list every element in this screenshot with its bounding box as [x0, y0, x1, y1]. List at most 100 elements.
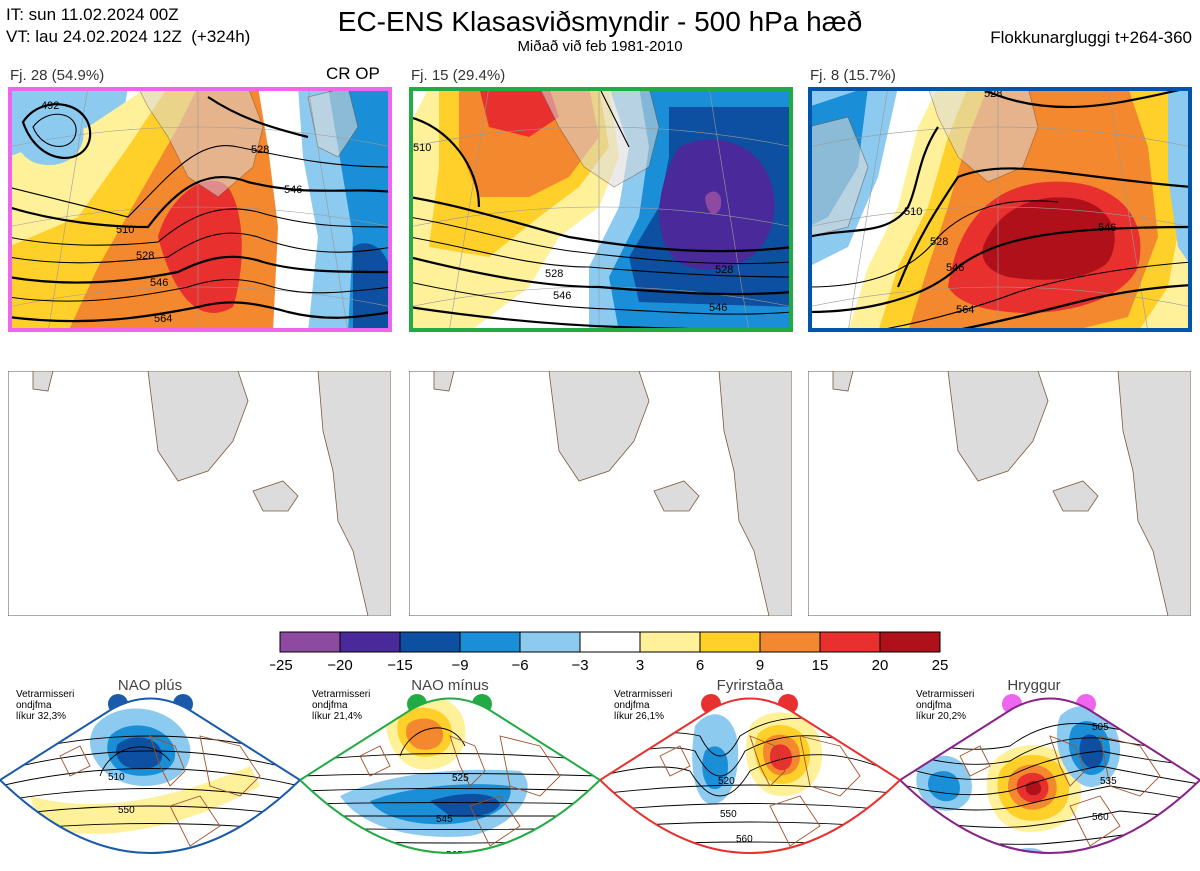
- color-scale-tick: 20: [872, 657, 889, 674]
- regime-4: Hryggur Vetrarmisseri ondjfma líkur 20,2…: [900, 677, 1200, 854]
- color-scale-tick: −3: [571, 657, 588, 674]
- contour-label: 510: [108, 772, 125, 783]
- svg-text:líkur 32,3%: líkur 32,3%: [16, 711, 66, 722]
- cluster-window: Flokkunargluggi t+264-360: [990, 28, 1192, 47]
- contour-label: 560: [736, 834, 753, 845]
- regime-4-note: Vetrarmisseri ondjfma líkur 20,2%: [916, 689, 974, 722]
- lead-time: (+324h): [191, 27, 251, 46]
- cluster-3-map: 528 510 528 546 546 564: [808, 87, 1192, 332]
- regime-1-note: Vetrarmisseri ondjfma líkur 32,3%: [16, 689, 74, 722]
- contour-label: 546: [946, 262, 964, 274]
- cluster-2-label: Fj. 15 (29.4%): [411, 67, 506, 84]
- contour-label: 528: [545, 268, 563, 280]
- color-scale-swatch: [879, 631, 941, 653]
- svg-text:líkur 21,4%: líkur 21,4%: [312, 711, 362, 722]
- page-subtitle: Miðað við feb 1981-2010: [517, 38, 683, 55]
- contour-label: 528: [136, 250, 154, 262]
- regime-2-frame: [300, 697, 600, 854]
- color-scale-tick: −15: [387, 657, 412, 674]
- svg-text:ondjfma: ondjfma: [614, 700, 650, 711]
- color-scale-tick: −9: [451, 657, 468, 674]
- contour-label: 564: [956, 304, 974, 316]
- contour-label: 492: [41, 100, 59, 112]
- cluster-1-border: [8, 87, 392, 332]
- contour-label: 525: [452, 773, 469, 784]
- contour-label: 528: [251, 144, 269, 156]
- contour-label: 510: [904, 206, 922, 218]
- color-scale-tick: 25: [932, 657, 949, 674]
- contour-label: 510: [116, 224, 134, 236]
- regime-1-name: NAO plús: [118, 677, 182, 694]
- svg-text:ondjfma: ondjfma: [916, 700, 952, 711]
- cluster-1-map: 492 528 546 510 528 546 564: [8, 87, 392, 332]
- color-scale-swatch: [699, 631, 761, 653]
- color-scale-swatches: [279, 631, 941, 653]
- contour-label: 564: [154, 313, 172, 325]
- contour-label: 565: [446, 850, 463, 861]
- cluster-2-border: [409, 87, 793, 332]
- empty-map-1: [8, 371, 391, 616]
- page-title: EC-ENS Klasasviðsmyndir - 500 hPa hæð: [337, 6, 863, 37]
- cluster-1-tag: CR OP: [326, 64, 380, 83]
- cluster-3-border: [808, 87, 1192, 332]
- contour-label: 505: [1092, 722, 1109, 733]
- contour-label: 546: [553, 290, 571, 302]
- issue-time: IT: sun 11.02.2024 00Z: [6, 5, 179, 24]
- contour-label: 528: [715, 264, 733, 276]
- svg-text:Vetrarmisseri: Vetrarmisseri: [16, 689, 74, 700]
- regime-1-frame: [0, 697, 300, 854]
- empty-map-2: [409, 371, 792, 616]
- contour-label: 550: [720, 809, 737, 820]
- svg-text:Vetrarmisseri: Vetrarmisseri: [614, 689, 672, 700]
- valid-time: VT: lau 24.02.2024 12Z (+324h): [6, 27, 251, 46]
- contour-label: 545: [436, 814, 453, 825]
- color-scale-tick: 9: [756, 657, 764, 674]
- header-times: IT: sun 11.02.2024 00Z VT: lau 24.02.202…: [6, 4, 250, 48]
- svg-text:ondjfma: ondjfma: [312, 700, 348, 711]
- regime-2: NAO mínus Vetrarmisseri ondjfma líkur 21…: [300, 677, 600, 861]
- regime-2-name: NAO mínus: [411, 677, 489, 694]
- color-scale-swatch: [759, 631, 821, 653]
- regime-3-name: Fyrirstaða: [717, 677, 784, 694]
- svg-text:Vetrarmisseri: Vetrarmisseri: [312, 689, 370, 700]
- regime-3: Fyrirstaða Vetrarmisseri ondjfma líkur 2…: [600, 677, 900, 854]
- color-scale-swatch: [819, 631, 881, 653]
- svg-text:líkur 20,2%: líkur 20,2%: [916, 711, 966, 722]
- regime-4-frame: [900, 697, 1200, 854]
- color-scale-tick: 6: [696, 657, 704, 674]
- regime-3-note: Vetrarmisseri ondjfma líkur 26,1%: [614, 689, 672, 722]
- svg-text:ondjfma: ondjfma: [16, 700, 52, 711]
- color-scale-swatch: [639, 631, 701, 653]
- contour-label: 546: [709, 302, 727, 314]
- svg-text:líkur 26,1%: líkur 26,1%: [614, 711, 664, 722]
- contour-label: 546: [150, 277, 168, 289]
- color-scale-ticks: −25 −20 −15 −9 −6 −3 3 6 9 15 20 25: [270, 657, 948, 674]
- color-scale-swatch: [519, 631, 581, 653]
- color-scale-swatch: [339, 631, 401, 653]
- svg-text:Vetrarmisseri: Vetrarmisseri: [916, 689, 974, 700]
- color-scale-tick: −20: [327, 657, 352, 674]
- color-scale-swatch: [579, 631, 641, 653]
- cluster-2-map: 510 528 546 528 546: [409, 87, 793, 332]
- contour-label: 510: [413, 142, 431, 154]
- contour-label: 546: [284, 184, 302, 196]
- regime-4-name: Hryggur: [1007, 677, 1060, 694]
- contour-label: 546: [1098, 222, 1116, 234]
- regime-1: NAO plús Vetrarmisseri ondjfma líkur 32,…: [0, 677, 300, 854]
- regime-2-note: Vetrarmisseri ondjfma líkur 21,4%: [312, 689, 370, 722]
- regime-3-frame: [600, 697, 900, 854]
- empty-map-3: [808, 371, 1191, 616]
- color-scale-swatch: [459, 631, 521, 653]
- color-scale-tick: 3: [636, 657, 644, 674]
- color-scale-tick: 15: [812, 657, 829, 674]
- cluster-1-label: Fj. 28 (54.9%): [10, 67, 105, 84]
- contour-label: 520: [718, 776, 735, 787]
- color-scale-swatch: [279, 631, 341, 653]
- contour-label: 528: [930, 236, 948, 248]
- color-scale-tick: −6: [511, 657, 528, 674]
- cluster-3-label: Fj. 8 (15.7%): [810, 67, 896, 84]
- color-scale-tick: −25: [270, 657, 293, 674]
- contour-label: 550: [118, 805, 135, 816]
- contour-label: 560: [1092, 812, 1109, 823]
- contour-label: 535: [1100, 776, 1117, 787]
